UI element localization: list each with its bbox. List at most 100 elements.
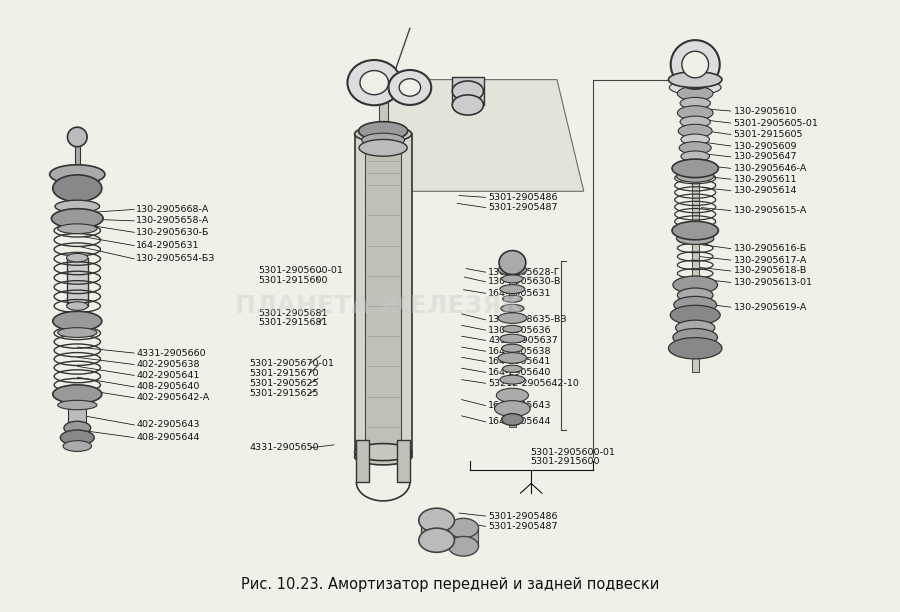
Bar [68,405,86,428]
Ellipse shape [365,135,401,145]
Text: 130-2905609: 130-2905609 [734,141,797,151]
Text: 5301-2905487: 5301-2905487 [489,203,558,212]
Text: 402-2905643: 402-2905643 [136,420,200,430]
Ellipse shape [359,140,407,156]
Ellipse shape [360,70,389,95]
Ellipse shape [58,327,97,337]
Ellipse shape [682,51,708,78]
Ellipse shape [669,72,722,88]
Ellipse shape [676,320,715,335]
Bar [449,528,478,547]
Ellipse shape [672,222,718,240]
Ellipse shape [670,80,721,95]
Text: 130-2905628-Г: 130-2905628-Г [489,267,561,277]
Ellipse shape [60,430,94,445]
Text: 164-2905631: 164-2905631 [489,289,552,298]
Text: 130-2905630-В: 130-2905630-В [489,277,562,286]
Text: 164-2905641: 164-2905641 [489,357,552,366]
Ellipse shape [499,250,526,275]
Text: 130-2905654-БЗ: 130-2905654-БЗ [136,255,215,263]
Ellipse shape [499,353,526,364]
Text: Рис. 10.23. Амортизатор передней и задней подвески: Рис. 10.23. Амортизатор передней и задне… [241,577,659,592]
Text: 130-2905614: 130-2905614 [734,186,797,195]
Ellipse shape [55,200,100,212]
Ellipse shape [355,126,411,142]
Ellipse shape [679,124,712,138]
Ellipse shape [53,385,102,403]
Ellipse shape [64,421,91,435]
Bar [365,140,401,451]
Text: 408-2905644: 408-2905644 [136,433,200,442]
Ellipse shape [680,116,710,128]
Text: 164-2905643: 164-2905643 [489,401,552,410]
Text: 5301-2905600-01: 5301-2905600-01 [530,447,615,457]
Text: 130-2905615-А: 130-2905615-А [734,206,807,215]
Ellipse shape [670,305,720,325]
Bar [508,263,516,300]
Ellipse shape [53,312,102,331]
Text: 5301-2905486: 5301-2905486 [489,512,558,521]
Text: 5301-2915600: 5301-2915600 [258,276,328,285]
Text: 5301-2905605-01: 5301-2905605-01 [734,119,818,127]
Ellipse shape [495,401,530,417]
Ellipse shape [680,97,710,109]
Text: 5301-2915681: 5301-2915681 [258,318,328,327]
Text: 402-2905641: 402-2905641 [136,371,200,380]
Ellipse shape [50,165,105,184]
Polygon shape [379,80,584,192]
Ellipse shape [502,326,522,332]
Text: 402-2905642-А: 402-2905642-А [136,394,210,402]
Ellipse shape [67,253,88,262]
Text: 130-2905616-Б: 130-2905616-Б [734,244,806,253]
Ellipse shape [400,79,420,96]
Ellipse shape [673,329,717,346]
Ellipse shape [452,95,483,115]
Ellipse shape [678,288,713,302]
Bar [75,137,80,173]
Ellipse shape [500,285,525,294]
Ellipse shape [500,304,524,312]
Text: 164-2905638: 164-2905638 [489,347,552,356]
Ellipse shape [448,518,479,538]
Ellipse shape [674,296,716,313]
Ellipse shape [500,375,525,384]
Text: 130-2905658-А: 130-2905658-А [136,217,210,225]
Ellipse shape [362,133,404,147]
Text: 130-2905610: 130-2905610 [734,106,797,116]
Text: 408-2905640: 408-2905640 [136,382,200,392]
Text: 5301-2905670-01: 5301-2905670-01 [249,359,334,368]
Ellipse shape [67,302,88,310]
Text: 5301-2915605: 5301-2915605 [734,130,803,139]
Text: 53212-2905642-10: 53212-2905642-10 [489,379,580,388]
Text: 130-2905618-В: 130-2905618-В [734,266,806,275]
Text: 130-2905630-Б: 130-2905630-Б [136,228,210,237]
Text: 130-2905636: 130-2905636 [489,326,552,335]
Ellipse shape [669,338,722,359]
Text: 130-2905619-А: 130-2905619-А [734,303,807,312]
Text: 164-2905644: 164-2905644 [489,417,552,427]
Ellipse shape [347,60,401,105]
Ellipse shape [680,141,711,154]
Bar [379,83,388,137]
Text: 5301-2915600: 5301-2915600 [530,457,599,466]
Text: 130-2905611: 130-2905611 [734,175,797,184]
Text: 164-2905631: 164-2905631 [136,241,200,250]
Bar [355,134,411,457]
Text: 130-2905617-А: 130-2905617-А [734,256,807,264]
Ellipse shape [502,295,522,302]
Text: 130-2905613-01: 130-2905613-01 [734,278,813,287]
Ellipse shape [58,224,97,234]
Text: ПЛАНЕТА ЖЕЛЕЗЯК: ПЛАНЕТА ЖЕЛЕЗЯК [235,294,522,318]
Ellipse shape [389,70,431,105]
Ellipse shape [499,264,526,275]
Text: 4331-2905660: 4331-2905660 [136,349,206,357]
Text: 130-2905647: 130-2905647 [734,152,797,162]
Ellipse shape [418,528,454,552]
Ellipse shape [51,209,104,228]
Text: 5301-2905600-01: 5301-2905600-01 [258,266,343,275]
Bar [356,440,369,482]
Ellipse shape [677,170,714,182]
Bar [67,258,88,306]
Ellipse shape [58,400,97,409]
Ellipse shape [673,276,717,294]
